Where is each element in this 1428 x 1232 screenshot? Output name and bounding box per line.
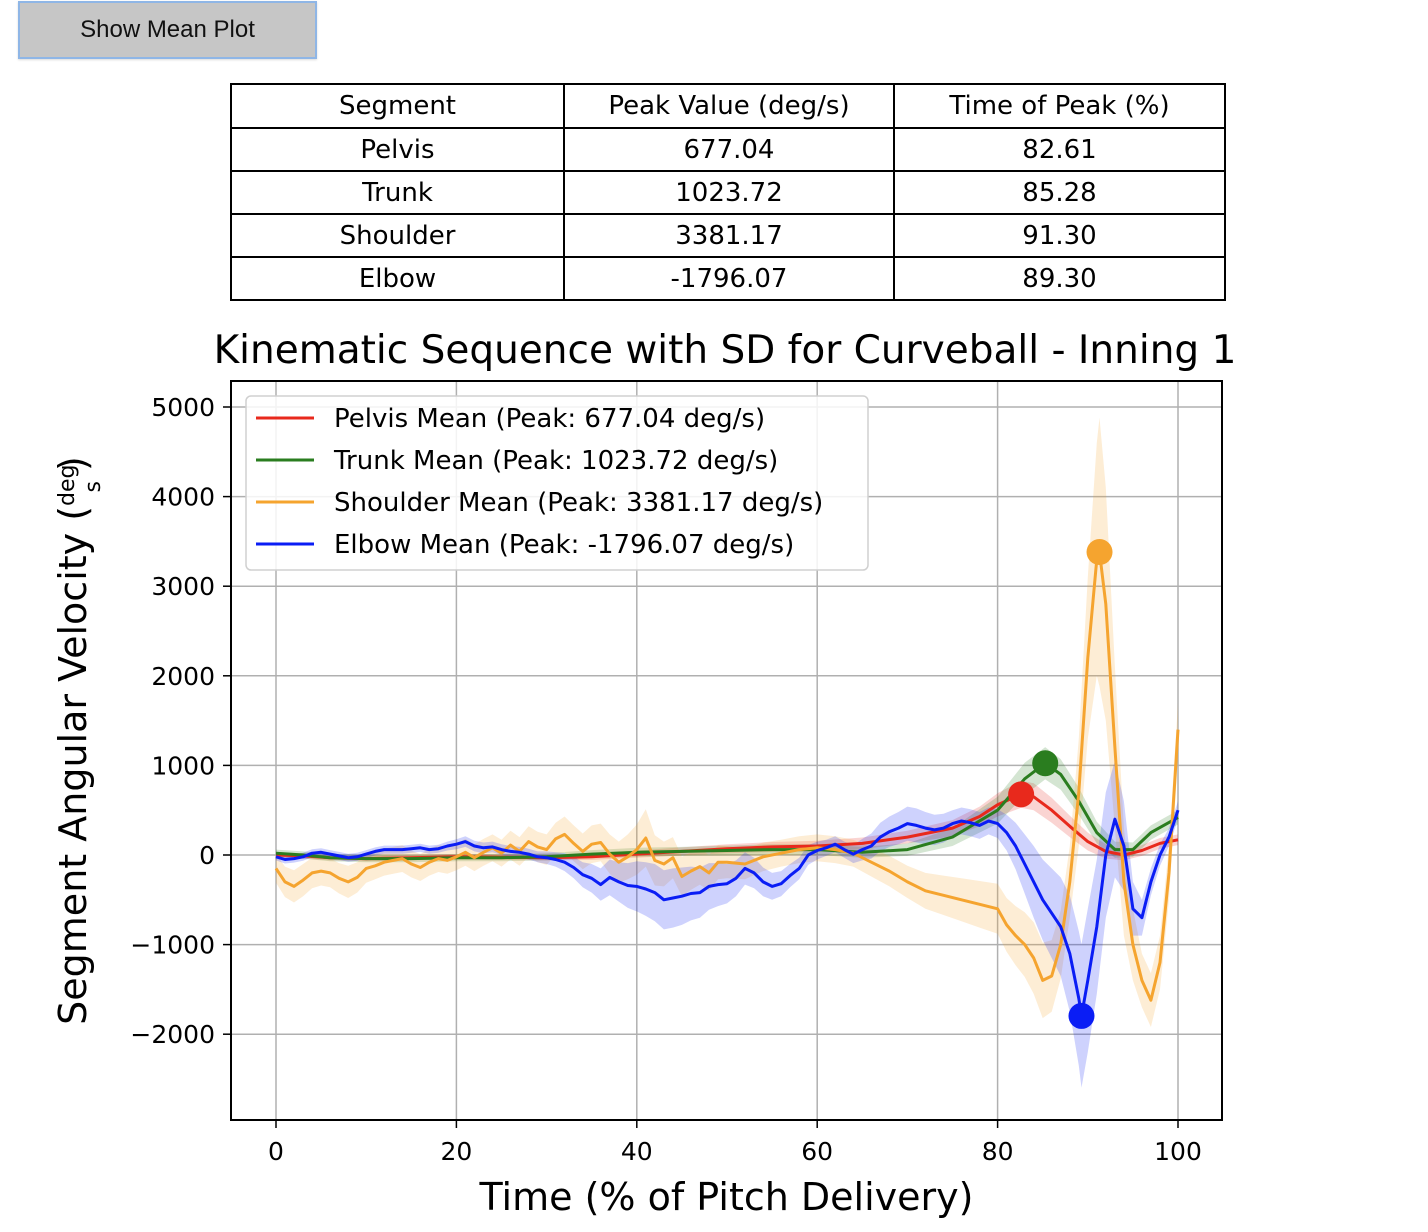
chart-legend: Pelvis Mean (Peak: 677.04 deg/s) Trunk Me… — [245, 395, 869, 571]
y-axis-unit-numerator: deg — [55, 464, 80, 505]
table-header-cell: Peak Value (deg/s) — [563, 83, 895, 129]
chart-title: Kinematic Sequence with SD for Curveball… — [213, 328, 1237, 373]
table-header-cell: Time of Peak (%) — [893, 83, 1226, 129]
x-tick-label: 80 — [982, 1137, 1014, 1166]
legend-box — [245, 395, 869, 571]
table-row: Trunk 1023.72 85.28 — [230, 170, 1226, 215]
peak-summary-table: Segment Peak Value (deg/s) Time of Peak … — [230, 83, 1226, 301]
sd-band — [276, 780, 1178, 862]
table-cell: -1796.07 — [563, 256, 895, 301]
svg-text:Segment Angular Velocity (degs: Segment Angular Velocity (degs) — [51, 456, 106, 1025]
peak-marker — [1086, 539, 1113, 566]
y-tick-label: 4000 — [151, 483, 215, 512]
y-tick-label: 5000 — [151, 393, 215, 422]
y-tick-label: −1000 — [130, 931, 215, 960]
x-tick-label: 100 — [1154, 1137, 1202, 1166]
plot-frame — [230, 380, 1223, 1121]
y-tick-label: 0 — [199, 841, 215, 870]
sd-band — [276, 747, 1178, 863]
table-cell: 677.04 — [563, 127, 895, 172]
table-cell: Pelvis — [230, 127, 565, 172]
kinematic-sequence-chart: 0 20 40 60 80 100 −2000 −1000 0 1000 2000 3000 4000 5… — [51, 380, 1223, 1219]
legend-entry: Elbow Mean (Peak: -1796.07 deg/s) — [334, 530, 794, 560]
table-header-row: Segment Peak Value (deg/s) Time of Peak … — [230, 83, 1226, 129]
table-row: Elbow -1796.07 89.30 — [230, 256, 1226, 301]
peak-marker — [1008, 781, 1035, 808]
y-axis-label: Segment Angular Velocity (degs) — [51, 456, 106, 1025]
y-tick-label: −2000 — [130, 1020, 215, 1049]
table-cell: Elbow — [230, 256, 565, 301]
y-tick-label: 2000 — [151, 662, 215, 691]
y-tick-label: 1000 — [151, 751, 215, 780]
table-cell: 3381.17 — [563, 213, 895, 258]
series-line — [274, 550, 1180, 1002]
table-row: Pelvis 677.04 82.61 — [230, 127, 1226, 172]
x-tick-label: 60 — [801, 1137, 833, 1166]
table-row: Shoulder 3381.17 91.30 — [230, 213, 1226, 258]
series-line — [275, 809, 1180, 1018]
legend-entry: Shoulder Mean (Peak: 3381.17 deg/s) — [334, 488, 823, 518]
table-cell: 91.30 — [893, 213, 1226, 258]
table-cell: 89.30 — [893, 256, 1226, 301]
legend-entry: Pelvis Mean (Peak: 677.04 deg/s) — [334, 404, 765, 434]
y-axis-label-close: ) — [51, 456, 95, 471]
table-cell: Shoulder — [230, 213, 565, 258]
table-cell: 1023.72 — [563, 170, 895, 215]
table-cell: Trunk — [230, 170, 565, 215]
table-cell: 85.28 — [893, 170, 1226, 215]
peak-marker — [1068, 1002, 1095, 1029]
legend-entry: Trunk Mean (Peak: 1023.72 deg/s) — [333, 446, 778, 476]
y-tick-label: 3000 — [151, 572, 215, 601]
y-axis-unit-denominator: s — [81, 481, 106, 492]
x-axis-label: Time (% of Pitch Delivery) — [479, 1175, 974, 1219]
x-tick-label: 40 — [621, 1137, 653, 1166]
x-tick-label: 20 — [440, 1137, 472, 1166]
table-cell: 82.61 — [893, 127, 1226, 172]
show-mean-plot-button[interactable]: Show Mean Plot — [18, 1, 317, 59]
x-tick-label: 0 — [268, 1137, 284, 1166]
table-header-cell: Segment — [230, 83, 565, 129]
peak-marker — [1032, 750, 1059, 777]
